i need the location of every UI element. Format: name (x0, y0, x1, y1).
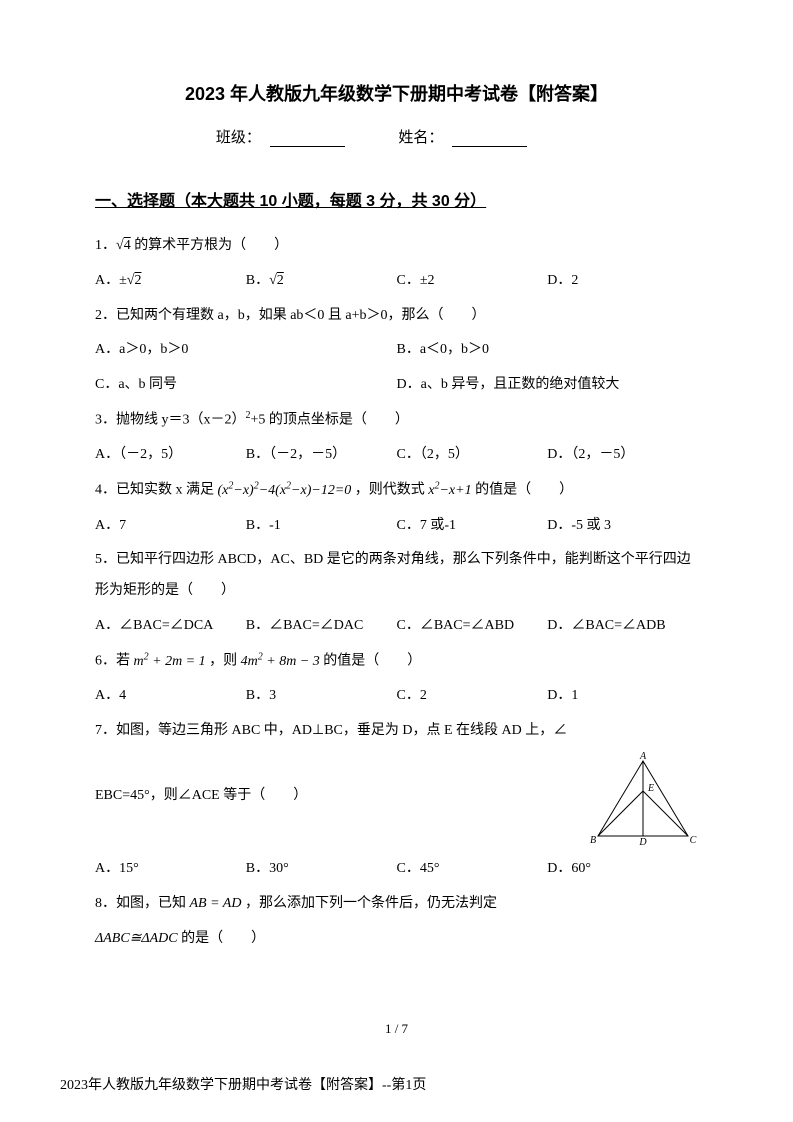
q6-text-post: 的值是（ ） (323, 654, 421, 669)
figure-label-b: B (590, 835, 596, 846)
triangle-figure: A B C D E (588, 751, 698, 846)
q2-option-b: B．a＜0，b＞0 (397, 335, 699, 366)
q2-option-a: A．a＞0，b＞0 (95, 335, 397, 366)
name-blank[interactable] (452, 146, 527, 147)
q2-option-c: C．a、b 同号 (95, 370, 397, 401)
q8-expr: AB = AD (190, 896, 242, 911)
question-2-options-1: A．a＞0，b＞0 B．a＜0，b＞0 (95, 335, 698, 366)
q2-option-d: D．a、b 异号，且正数的绝对值较大 (397, 370, 699, 401)
q8-text-pre: 8．如图，已知 (95, 896, 190, 911)
student-info-line: 班级： 姓名： (95, 126, 698, 147)
q4-equation: (x2−x)2−4(x2−x)−12=0 (218, 483, 352, 498)
question-6: 6．若 m2 + 2m = 1 ，则 4m2 + 8m − 3 的值是（ ） (95, 646, 698, 677)
class-blank[interactable] (270, 146, 345, 147)
footer-text: 2023年人教版九年级数学下册期中考试卷【附答案】--第1页 (60, 1074, 426, 1094)
q4-expr: x2−x+1 (428, 483, 471, 498)
q4-option-d: D．-5 或 3 (547, 511, 698, 542)
q6-option-d: D．1 (547, 681, 698, 712)
q5-option-a: A．∠BAC=∠DCA (95, 611, 246, 642)
q8-text2-post: 的是（ ） (181, 931, 265, 946)
q4-text-pre: 4．已知实数 x 满足 (95, 483, 214, 498)
q5-option-b: B．∠BAC=∠DAC (246, 611, 397, 642)
figure-label-c: C (690, 835, 697, 846)
q6-expr1: m2 + 2m = 1 (134, 654, 206, 669)
question-7-row: EBC=45°，则∠ACE 等于（ ） A B C D E (95, 751, 698, 846)
q4-option-b: B．-1 (246, 511, 397, 542)
question-6-options: A．4 B．3 C．2 D．1 (95, 681, 698, 712)
question-7-options: A．15° B．30° C．45° D．60° (95, 854, 698, 885)
q6-option-c: C．2 (397, 681, 548, 712)
question-7-line1: 7．如图，等边三角形 ABC 中，AD⊥BC，垂足为 D，点 E 在线段 AD … (95, 716, 698, 747)
q4-option-a: A．7 (95, 511, 246, 542)
q4-option-c: C．7 或-1 (397, 511, 548, 542)
question-5-options: A．∠BAC=∠DCA B．∠BAC=∠DAC C．∠BAC=∠ABD D．∠B… (95, 611, 698, 642)
q6-option-b: B．3 (246, 681, 397, 712)
question-8-line2: ΔABC≅ΔADC 的是（ ） (95, 924, 698, 955)
question-2: 2．已知两个有理数 a，b，如果 ab＜0 且 a+b＞0，那么（ ） (95, 301, 698, 332)
q3-option-c: C．（2，5） (397, 440, 548, 471)
question-4: 4．已知实数 x 满足 (x2−x)2−4(x2−x)−12=0 ，则代数式 x… (95, 475, 698, 506)
figure-label-a: A (639, 751, 647, 762)
q6-option-a: A．4 (95, 681, 246, 712)
q1-option-c: C．±2 (397, 266, 548, 297)
q7-option-a: A．15° (95, 854, 246, 885)
question-7-line2: EBC=45°，则∠ACE 等于（ ） (95, 781, 568, 812)
question-3: 3．抛物线 y＝3（x－2）2+5 的顶点坐标是（ ） (95, 405, 698, 436)
q6-text-mid: ，则 (209, 654, 241, 669)
q6-text-pre: 6．若 (95, 654, 134, 669)
q7-option-d: D．60° (547, 854, 698, 885)
q8-expr2: ΔABC≅ΔADC (95, 931, 178, 946)
class-label: 班级： (216, 130, 261, 146)
q1-option-b: B．2 (246, 266, 397, 297)
q7-option-b: B．30° (246, 854, 397, 885)
question-2-options-2: C．a、b 同号 D．a、b 异号，且正数的绝对值较大 (95, 370, 698, 401)
figure-label-d: D (638, 837, 647, 846)
name-label: 姓名： (398, 130, 443, 146)
exam-title: 2023 年人教版九年级数学下册期中考试卷【附答案】 (95, 80, 698, 106)
q4-text-post: 的值是（ ） (475, 483, 573, 498)
section-1-header: 一、选择题（本大题共 10 小题，每题 3 分，共 30 分） (95, 187, 698, 211)
q5-option-d: D．∠BAC=∠ADB (547, 611, 698, 642)
question-8-line1: 8．如图，已知 AB = AD ，那么添加下列一个条件后，仍无法判定 (95, 889, 698, 920)
q7-option-c: C．45° (397, 854, 548, 885)
q8-text-mid: ，那么添加下列一个条件后，仍无法判定 (245, 896, 497, 911)
question-1-options: A．±2 B．2 C．±2 D．2 (95, 266, 698, 297)
q3-option-d: D．（2，－5） (547, 440, 698, 471)
q5-option-c: C．∠BAC=∠ABD (397, 611, 548, 642)
page-number: 1 / 7 (0, 1021, 793, 1037)
q6-expr2: 4m2 + 8m − 3 (241, 654, 320, 669)
q3-option-a: A．（－2，5） (95, 440, 246, 471)
q1-option-d: D．2 (547, 266, 698, 297)
q4-text-mid: ，则代数式 (355, 483, 425, 498)
q1-option-a: A．±2 (95, 266, 246, 297)
question-3-options: A．（－2，5） B．（－2，－5） C．（2，5） D．（2，－5） (95, 440, 698, 471)
question-5: 5．已知平行四边形 ABCD，AC、BD 是它的两条对角线，那么下列条件中，能判… (95, 545, 698, 607)
question-4-options: A．7 B．-1 C．7 或-1 D．-5 或 3 (95, 511, 698, 542)
q3-option-b: B．（－2，－5） (246, 440, 397, 471)
question-1: 1．4 的算术平方根为（ ） (95, 231, 698, 262)
figure-label-e: E (647, 783, 654, 794)
